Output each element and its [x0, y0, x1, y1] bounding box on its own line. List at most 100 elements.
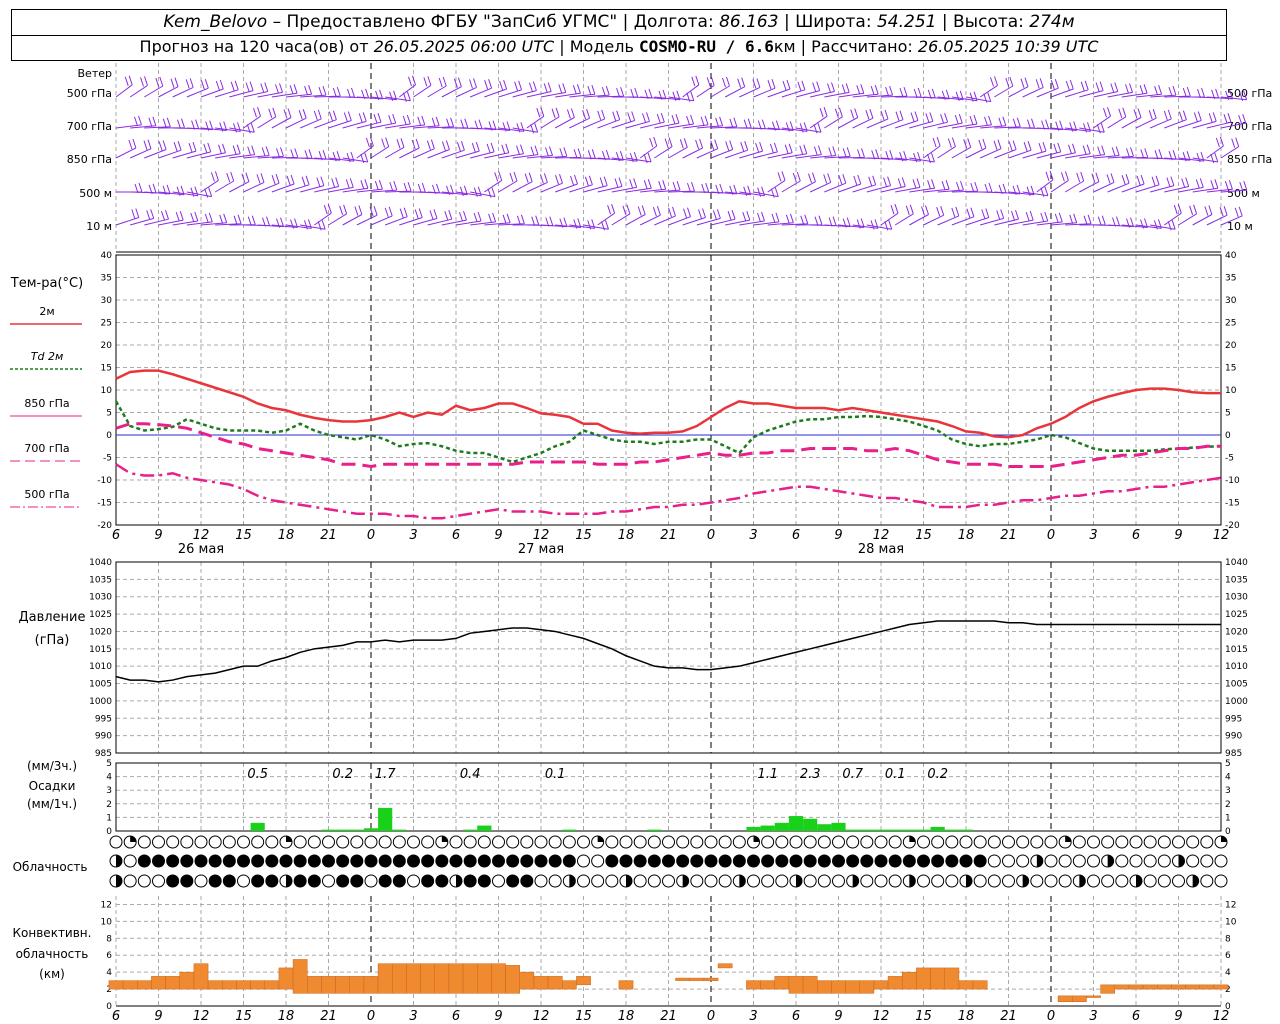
wind-barb: [937, 137, 956, 159]
pressure-tick-left: 1015: [89, 645, 112, 655]
cloud-circle: [1101, 874, 1115, 888]
precip-3h-label: 0.5: [247, 767, 268, 782]
hour-tick-label: 18: [618, 528, 635, 543]
wind-barb: [1206, 89, 1234, 101]
wind-barb: [285, 85, 313, 98]
cloud-fill-full: [846, 855, 859, 867]
cloud-fill-full: [733, 855, 746, 867]
conv-bar: [1114, 984, 1130, 990]
wind-barb: [739, 186, 766, 197]
wind-barb: [1093, 107, 1111, 129]
cloud-circle: [180, 835, 194, 849]
hour-tick-label: 12: [873, 1009, 890, 1024]
conv-bar: [1157, 984, 1172, 990]
wind-barb: [795, 172, 816, 193]
wind-barb: [597, 110, 621, 129]
wind-barb: [923, 136, 941, 159]
wind-level-label-right: 700 гПа: [1227, 120, 1272, 133]
wind-barb: [951, 207, 975, 226]
cloud-fill-half: [966, 875, 972, 887]
wind-barb: [710, 184, 738, 196]
wind-barb: [1107, 83, 1133, 98]
cloud-circle: [987, 835, 1001, 849]
wind-barb: [639, 136, 658, 159]
precip-tick-right: 0: [1225, 827, 1231, 837]
wind-barb: [880, 86, 908, 98]
hour-tick-label: 15: [575, 1009, 592, 1024]
cloud-circle: [208, 835, 222, 849]
temp-tick-right: 15: [1225, 364, 1236, 374]
precip-3h-label: 0.2: [927, 767, 948, 782]
wind-barb: [725, 185, 752, 196]
conv-tick-left: 2: [106, 985, 112, 995]
hour-tick-label: 9: [154, 1009, 162, 1024]
wind-barb: [923, 113, 949, 129]
wind-barb: [923, 206, 945, 226]
conv-tick-right: 0: [1225, 1002, 1231, 1012]
cloud-circle: [747, 874, 760, 888]
wind-barb: [1036, 212, 1063, 226]
cloud-circle: [945, 874, 959, 888]
cloud-circle: [987, 854, 1001, 868]
cloud-circle: [1143, 835, 1157, 849]
cloud-circle: [973, 835, 987, 849]
wind-barb: [1178, 204, 1198, 226]
wind-barb: [271, 84, 298, 98]
wind-barb: [880, 204, 899, 226]
cloud-circle: [1115, 874, 1129, 888]
cloud-fill-full: [506, 875, 519, 887]
wind-barb: [1093, 146, 1120, 159]
wind-barb: [1079, 123, 1105, 134]
cloud-circle: [123, 854, 137, 868]
pressure-tick-left: 1035: [89, 575, 112, 585]
wind-barb: [498, 214, 525, 226]
wind-barb: [470, 142, 495, 159]
wind-barb: [158, 141, 182, 159]
conv-tick-left: 4: [106, 968, 112, 978]
wind-barb: [1164, 151, 1191, 162]
conv-bar: [151, 976, 166, 990]
conv-bar: [165, 976, 180, 990]
wind-barb: [229, 123, 255, 134]
precip-bar: [930, 826, 945, 831]
conv-bar: [250, 980, 265, 990]
cloud-fill-quarter: [909, 836, 916, 842]
conv-tick-left: 8: [106, 934, 112, 944]
conv-bar: [122, 980, 138, 990]
wind-barb: [583, 85, 610, 98]
cloud-circle: [293, 835, 307, 849]
cloud-fill-full: [605, 855, 618, 867]
cloud-fill-full: [393, 875, 406, 887]
wind-barb: [115, 138, 137, 159]
wind-barb: [795, 81, 821, 98]
hour-tick-label: 12: [1213, 528, 1230, 543]
wind-barb: [285, 149, 313, 160]
temp-tick-left: -15: [97, 499, 112, 509]
hour-tick-label: 15: [915, 1009, 932, 1024]
wind-barb: [1065, 122, 1091, 133]
precip-bar: [845, 829, 860, 831]
wind-barb: [824, 174, 847, 193]
wind-barb: [852, 149, 880, 160]
cloud-circle: [407, 835, 420, 849]
wind-barb: [257, 174, 280, 193]
wind-barb: [172, 186, 199, 197]
wind-barb: [399, 115, 426, 129]
wind-barb: [526, 82, 552, 98]
hour-tick-label: 3: [749, 1009, 757, 1024]
conv-bar: [689, 977, 705, 981]
conv-bar: [1100, 984, 1116, 994]
cloud-fill-half: [1136, 875, 1142, 887]
conv-bar: [958, 980, 974, 990]
wind-barb: [724, 77, 746, 98]
hour-tick-label: 3: [409, 528, 417, 543]
cloud-circle: [1214, 874, 1228, 888]
wind-barb: [824, 83, 850, 98]
cloud-circle: [194, 874, 208, 888]
wind-barb: [696, 116, 724, 129]
cloud-circle: [718, 874, 732, 888]
cloud-fill-full: [875, 855, 887, 867]
pressure-tick-left: 990: [95, 732, 112, 742]
wind-barb: [356, 89, 384, 101]
conv-bar: [944, 967, 960, 990]
